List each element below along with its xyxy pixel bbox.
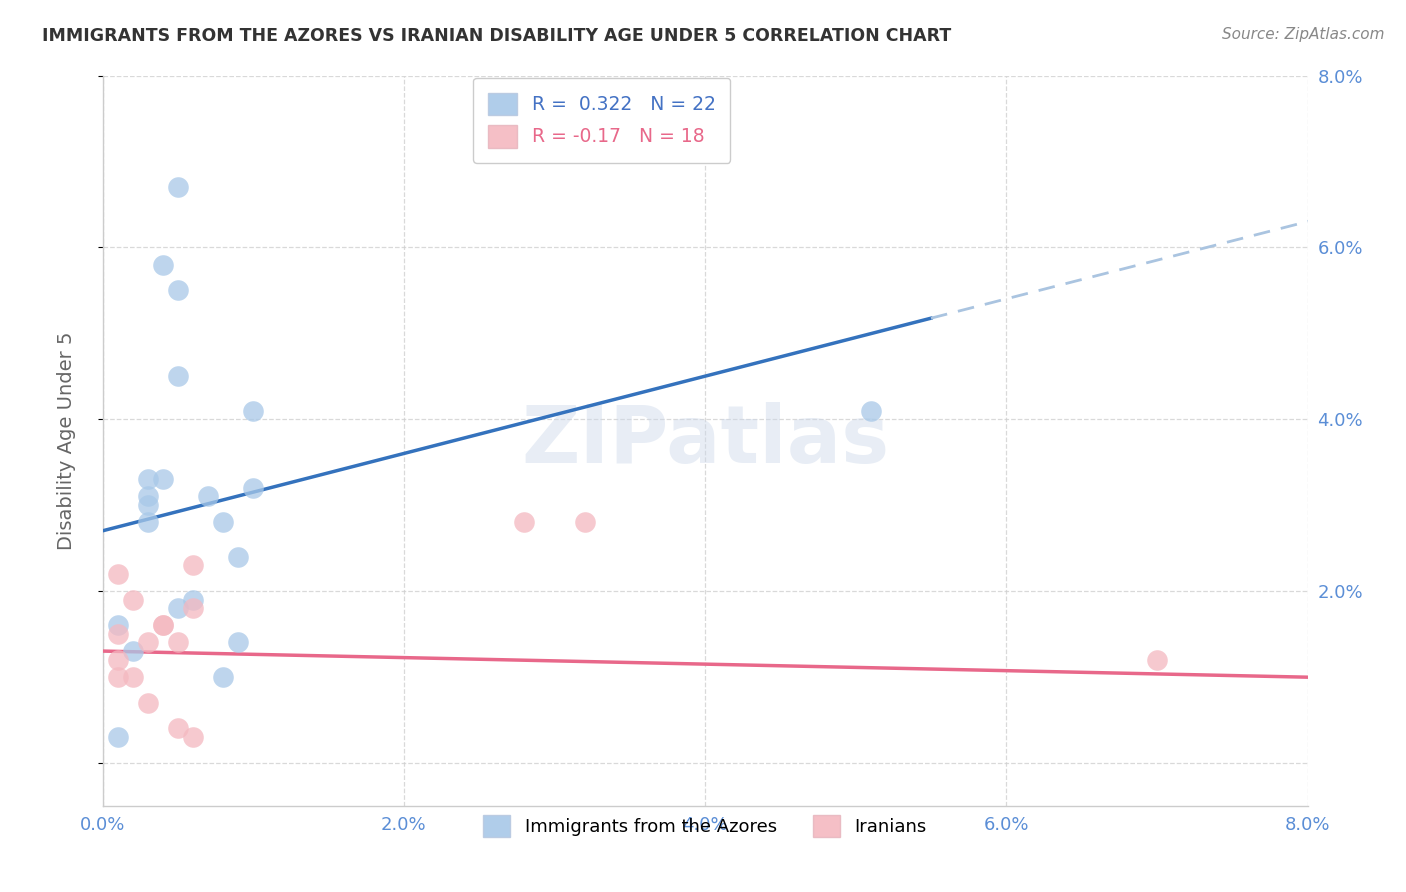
Text: Source: ZipAtlas.com: Source: ZipAtlas.com bbox=[1222, 27, 1385, 42]
Point bbox=[167, 180, 190, 194]
Point bbox=[107, 566, 129, 581]
Point bbox=[167, 369, 190, 384]
Point bbox=[167, 601, 190, 615]
Point bbox=[152, 472, 174, 486]
Point bbox=[181, 592, 204, 607]
Point bbox=[107, 618, 129, 632]
Point bbox=[242, 403, 264, 417]
Point bbox=[107, 730, 129, 744]
Point bbox=[226, 635, 249, 649]
Legend: Immigrants from the Azores, Iranians: Immigrants from the Azores, Iranians bbox=[477, 807, 934, 844]
Point bbox=[167, 722, 190, 736]
Point bbox=[226, 549, 249, 564]
Point bbox=[167, 283, 190, 297]
Point bbox=[859, 403, 882, 417]
Point bbox=[136, 696, 159, 710]
Point bbox=[121, 670, 143, 684]
Text: IMMIGRANTS FROM THE AZORES VS IRANIAN DISABILITY AGE UNDER 5 CORRELATION CHART: IMMIGRANTS FROM THE AZORES VS IRANIAN DI… bbox=[42, 27, 952, 45]
Point bbox=[181, 601, 204, 615]
Point bbox=[107, 653, 129, 667]
Point bbox=[121, 644, 143, 658]
Point bbox=[242, 481, 264, 495]
Point bbox=[181, 730, 204, 744]
Point bbox=[1146, 653, 1168, 667]
Point bbox=[152, 258, 174, 272]
Point bbox=[136, 515, 159, 529]
Point bbox=[136, 490, 159, 504]
Y-axis label: Disability Age Under 5: Disability Age Under 5 bbox=[58, 331, 76, 549]
Point bbox=[107, 670, 129, 684]
Point bbox=[136, 498, 159, 512]
Point bbox=[197, 490, 219, 504]
Point bbox=[152, 618, 174, 632]
Point bbox=[152, 618, 174, 632]
Point bbox=[212, 670, 235, 684]
Point bbox=[167, 635, 190, 649]
Point bbox=[107, 627, 129, 641]
Point bbox=[212, 515, 235, 529]
Point bbox=[181, 558, 204, 573]
Point bbox=[513, 515, 536, 529]
Point bbox=[136, 472, 159, 486]
Text: ZIPatlas: ZIPatlas bbox=[522, 401, 889, 480]
Point bbox=[121, 592, 143, 607]
Point bbox=[136, 635, 159, 649]
Point bbox=[574, 515, 596, 529]
